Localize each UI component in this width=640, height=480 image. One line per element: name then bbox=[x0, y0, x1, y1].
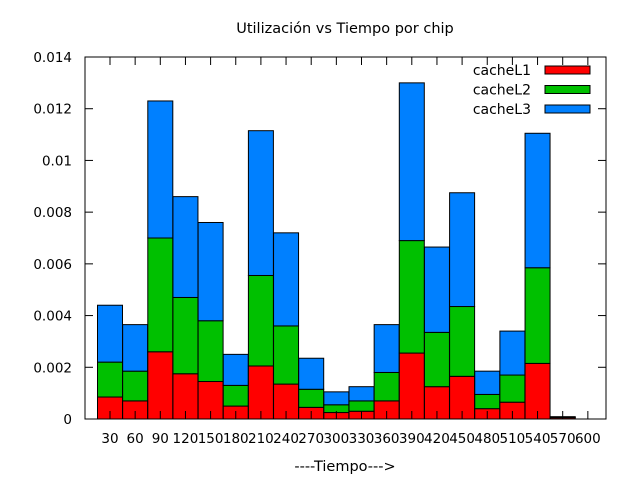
x-tick-label: 210 bbox=[248, 431, 274, 447]
x-tick-label: 270 bbox=[298, 431, 324, 447]
chart-title: Utilización vs Tiempo por chip bbox=[236, 21, 454, 37]
bar-cacheL2-330 bbox=[348, 400, 375, 412]
bar-cacheL3-90 bbox=[147, 100, 174, 239]
bar-cacheL2-120 bbox=[172, 296, 199, 375]
y-tick-label: 0 bbox=[63, 412, 72, 428]
x-tick-label: 570 bbox=[550, 431, 576, 447]
y-tick-label: 0.006 bbox=[33, 257, 72, 273]
x-tick-label: 330 bbox=[349, 431, 375, 447]
bar-cacheL3-180 bbox=[222, 353, 249, 386]
x-tick-label: 600 bbox=[575, 431, 601, 447]
legend: cacheL1 cacheL2 cacheL3 bbox=[473, 63, 591, 118]
y-tick-label: 0.01 bbox=[42, 153, 72, 169]
bar-cacheL3-30 bbox=[97, 304, 123, 363]
bar-cacheL3-510 bbox=[499, 330, 526, 376]
bar-cacheL2-540 bbox=[524, 267, 551, 364]
bar-cacheL2-420 bbox=[423, 331, 450, 388]
y-tick-label: 0.008 bbox=[33, 205, 72, 221]
legend-label-cacheL1: cacheL1 bbox=[473, 63, 531, 79]
legend-label-cacheL2: cacheL2 bbox=[473, 83, 531, 99]
bar-cacheL1-90 bbox=[147, 351, 174, 420]
x-tick-label: 30 bbox=[101, 431, 118, 447]
legend-swatch-cacheL2 bbox=[544, 85, 591, 94]
y-tick-label: 0.004 bbox=[33, 309, 72, 325]
x-tick-label: 450 bbox=[449, 431, 475, 447]
bar-cacheL3-300 bbox=[323, 391, 350, 406]
x-tick-label: 420 bbox=[424, 431, 450, 447]
x-axis-label: ----Tiempo---> bbox=[294, 459, 395, 475]
bar-cacheL3-210 bbox=[247, 130, 274, 276]
x-tick-label: 240 bbox=[273, 431, 299, 447]
y-tick-label: 0.002 bbox=[33, 360, 72, 376]
bar-cacheL2-150 bbox=[197, 320, 224, 382]
bars-layer bbox=[97, 82, 576, 420]
bar-cacheL2-450 bbox=[449, 306, 476, 377]
bar-cacheL3-240 bbox=[273, 232, 300, 327]
bar-cacheL3-480 bbox=[474, 370, 501, 395]
x-tick-label: 150 bbox=[198, 431, 224, 447]
bar-cacheL3-360 bbox=[373, 324, 400, 373]
x-tick-label: 540 bbox=[525, 431, 551, 447]
bar-cacheL3-390 bbox=[398, 82, 425, 242]
bar-cacheL2-270 bbox=[298, 388, 325, 408]
legend-swatch-cacheL1 bbox=[544, 65, 591, 75]
axis-layer: 0 0.002 0.004 0.006 0.008 0.01 0.012 0.014 30 60 9… bbox=[33, 50, 606, 447]
bar-cacheL3-120 bbox=[172, 196, 199, 298]
bar-cacheL2-240 bbox=[273, 325, 300, 385]
plot-frame bbox=[84, 56, 607, 420]
x-tick-label: 360 bbox=[374, 431, 400, 447]
bar-cacheL2-360 bbox=[373, 371, 400, 402]
bar-cacheL3-60 bbox=[122, 324, 149, 372]
y-tick-label: 0.014 bbox=[33, 50, 72, 66]
bar-cacheL2-90 bbox=[147, 237, 174, 353]
bar-cacheL2-510 bbox=[499, 374, 526, 403]
bar-cacheL1-540 bbox=[524, 362, 551, 420]
bar-cacheL2-60 bbox=[122, 370, 149, 402]
bar-cacheL3-150 bbox=[197, 221, 224, 322]
bar-cacheL3-420 bbox=[423, 246, 450, 333]
x-tick-label: 480 bbox=[474, 431, 500, 447]
x-tick-label: 390 bbox=[399, 431, 425, 447]
x-tick-label: 180 bbox=[223, 431, 249, 447]
bar-cacheL1-390 bbox=[398, 352, 425, 420]
bar-cacheL3-450 bbox=[449, 192, 476, 308]
legend-label-cacheL3: cacheL3 bbox=[473, 102, 531, 118]
bar-cacheL3-540 bbox=[524, 132, 551, 269]
x-tick-label: 60 bbox=[127, 431, 144, 447]
bar-cacheL2-480 bbox=[474, 393, 501, 410]
bar-cacheL2-180 bbox=[222, 384, 249, 407]
y-tick-label: 0.012 bbox=[33, 102, 72, 118]
bar-cacheL2-210 bbox=[247, 274, 274, 367]
x-tick-label: 510 bbox=[500, 431, 526, 447]
x-tick-label: 300 bbox=[323, 431, 349, 447]
x-tick-label: 120 bbox=[173, 431, 199, 447]
bar-cacheL3-270 bbox=[298, 357, 325, 390]
bar-cacheL3-330 bbox=[348, 386, 375, 402]
bar-cacheL2-30 bbox=[97, 361, 123, 398]
x-tick-label: 90 bbox=[152, 431, 169, 447]
bar-cacheL2-390 bbox=[398, 240, 425, 354]
legend-swatch-cacheL3 bbox=[544, 104, 591, 114]
